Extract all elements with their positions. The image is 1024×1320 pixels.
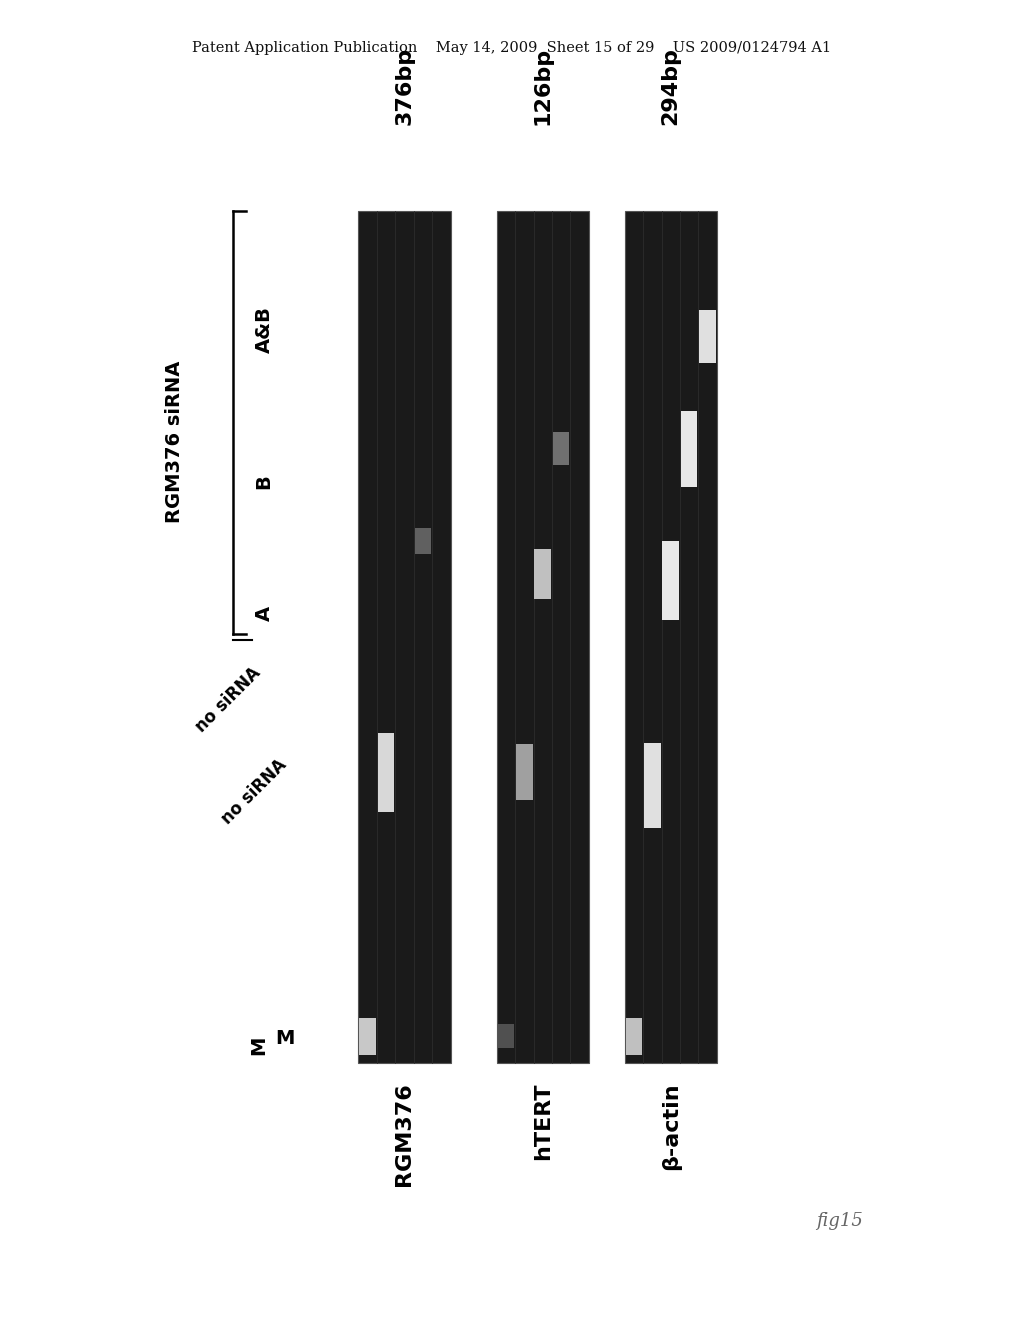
Text: no siRNA: no siRNA bbox=[218, 756, 290, 828]
Text: M: M bbox=[250, 1036, 268, 1055]
Bar bbox=[497, 211, 589, 1063]
Bar bbox=[378, 733, 394, 812]
Bar bbox=[415, 528, 431, 554]
Bar bbox=[358, 211, 451, 1063]
Bar bbox=[359, 1018, 376, 1055]
Bar bbox=[516, 744, 532, 800]
Bar bbox=[644, 742, 660, 829]
Bar bbox=[625, 211, 717, 1063]
Text: fig15: fig15 bbox=[816, 1212, 863, 1230]
Text: 294bp: 294bp bbox=[660, 48, 681, 124]
Text: β-actin: β-actin bbox=[660, 1082, 681, 1170]
Text: RGM376: RGM376 bbox=[394, 1082, 415, 1187]
Bar bbox=[681, 411, 697, 487]
Bar bbox=[498, 1024, 514, 1048]
Bar bbox=[663, 541, 679, 620]
Text: A&B: A&B bbox=[255, 306, 273, 354]
Text: 376bp: 376bp bbox=[394, 46, 415, 125]
Text: hTERT: hTERT bbox=[532, 1082, 553, 1160]
Text: A: A bbox=[255, 606, 273, 622]
Bar bbox=[699, 310, 716, 363]
Text: Patent Application Publication    May 14, 2009  Sheet 15 of 29    US 2009/012479: Patent Application Publication May 14, 2… bbox=[193, 41, 831, 54]
Text: RGM376 siRNA: RGM376 siRNA bbox=[165, 360, 183, 524]
Text: no siRNA: no siRNA bbox=[193, 664, 264, 735]
Bar bbox=[553, 433, 569, 465]
Text: B: B bbox=[255, 474, 273, 490]
Text: M: M bbox=[275, 1030, 294, 1048]
Bar bbox=[535, 549, 551, 599]
Bar bbox=[626, 1018, 642, 1055]
Text: 126bp: 126bp bbox=[532, 46, 553, 125]
